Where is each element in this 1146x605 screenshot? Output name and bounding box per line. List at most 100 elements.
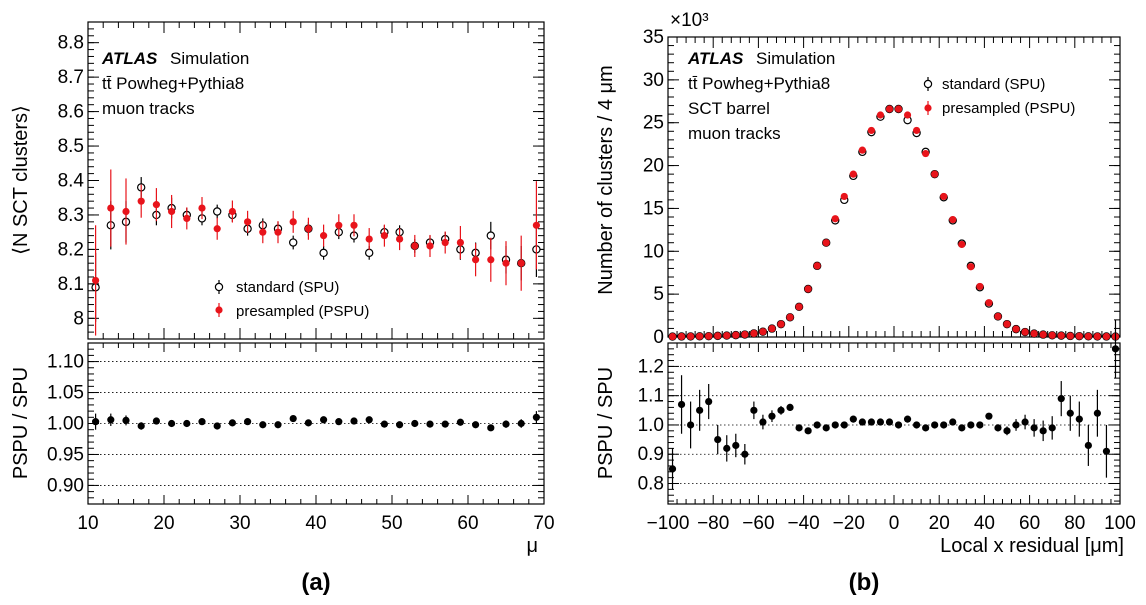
pspu-point: [335, 221, 343, 229]
ratio-point: [517, 419, 525, 428]
pspu-point: [813, 262, 821, 270]
pspu-point: [426, 242, 434, 250]
ratio-point: [976, 421, 984, 429]
panel-b-ratio-plot: 0.8 0.9 1.0 1.1 1.2 −100 −80 −60 −40 −20 0 20 40 60 80…: [595, 319, 1136, 557]
ratio-point: [502, 420, 510, 428]
ratio-point: [244, 418, 252, 426]
panel-a-annotation-line-1: tt̄ Powheg+Pythia8: [102, 74, 244, 93]
panel-a-ratio-ytick-label: 1.00: [47, 414, 84, 435]
panel-a-main-ytick-label: 8.8: [58, 33, 84, 54]
pspu-point: [922, 149, 930, 158]
pspu-point: [502, 259, 510, 267]
ratio-point: [289, 414, 297, 423]
pspu-point: [976, 282, 984, 291]
pspu-point: [759, 328, 767, 336]
panel-b-main-data: [668, 104, 1120, 341]
pspu-point: [940, 192, 948, 201]
panel-a-main-ticks: 8 8.1 8.2 8.3 8.4 8.5 8.6 8.7 8.8: [58, 21, 545, 339]
panel-b-main-ytick-label: 5: [653, 284, 664, 305]
pspu-point: [858, 146, 866, 154]
ratio-point: [967, 421, 975, 429]
panel-b-ratio-ytick-label: 1.1: [638, 386, 664, 407]
ratio-point: [1102, 447, 1111, 455]
pspu-point: [168, 207, 176, 216]
panel-a-ratio-gridlines: [88, 361, 544, 486]
panel-a-main-ytick-label: 8.2: [58, 239, 84, 260]
ratio-point: [168, 419, 176, 428]
ratio-point: [867, 418, 876, 426]
panel-b-annotation-line-3: muon tracks: [688, 124, 781, 143]
panel-b-annotation-line-2: SCT barrel: [688, 99, 770, 118]
panel-b-legend-spu-marker: [923, 79, 933, 89]
ratio-point: [92, 418, 100, 426]
ratio-point: [840, 421, 848, 429]
panel-a-legend-spu-label: standard (SPU): [236, 279, 339, 296]
panel-a-ratio-xtick-label: 30: [229, 513, 250, 534]
ratio-point: [396, 421, 404, 429]
pspu-point: [750, 329, 758, 337]
ratio-point: [705, 397, 713, 406]
panel-a-main-plot: 8 8.1 8.2 8.3 8.4 8.5 8.6 8.7 8.8 ⟨N SCT cluster…: [10, 21, 545, 340]
panel-b-ratio-xtick-label: 0: [889, 513, 900, 534]
ratio-point: [894, 421, 903, 429]
pspu-point: [1057, 332, 1065, 340]
panel-b-annotation-line-1: tt̄ Powheg+Pythia8: [688, 74, 830, 93]
pspu-point: [532, 221, 541, 229]
pspu-point: [714, 332, 722, 340]
ratio-point: [350, 417, 358, 425]
panel-b-simulation-label: Simulation: [756, 49, 835, 68]
panel-a-main-ytick-label: 8.4: [58, 171, 85, 192]
panel-b-label: (b): [849, 569, 880, 596]
pspu-point: [244, 218, 252, 226]
panel-a-main-ytick-label: 8.6: [58, 102, 84, 123]
panel-b-main-ticks: 0 5 10 15 20 25 30 35: [643, 27, 1121, 348]
panel-a-ratio-ylabel: PSPU / SPU: [10, 367, 32, 479]
ratio-point: [913, 421, 921, 429]
panel-b-main-ytick-label: 15: [643, 198, 664, 219]
ratio-point: [795, 424, 803, 432]
panel-b-ratio-ytick-label: 1.0: [638, 415, 664, 436]
panel-b-ratio-ylabel: PSPU / SPU: [595, 367, 617, 479]
panel-a-legend: standard (SPU) presampled (PSPU): [214, 279, 369, 320]
ratio-point: [804, 427, 812, 435]
pspu-point: [913, 126, 921, 135]
pspu-point: [92, 276, 100, 285]
ratio-point: [320, 416, 328, 424]
ratio-point: [213, 422, 221, 430]
pspu-point: [1003, 320, 1011, 328]
panel-b-main-ytick-label: 30: [643, 70, 664, 91]
ratio-point: [456, 418, 464, 426]
pspu-point: [849, 170, 857, 178]
ratio-point: [259, 421, 267, 429]
spu-point: [319, 248, 328, 258]
panel-b-ratio-xtick-label: 40: [974, 513, 995, 534]
pspu-point: [705, 332, 713, 340]
pspu-point: [795, 303, 803, 311]
pspu-point: [137, 197, 145, 205]
ratio-point: [849, 415, 857, 423]
ratio-point: [687, 421, 695, 429]
ratio-point: [137, 422, 145, 430]
ratio-point: [958, 424, 966, 432]
panel-b-legend-pspu-label: presampled (PSPU): [942, 100, 1075, 117]
ratio-point: [822, 424, 830, 432]
pspu-point: [396, 235, 404, 243]
panel-b-atlas-label: ATLAS: [687, 49, 744, 68]
pspu-point: [1093, 332, 1101, 340]
panel-b-ratio-ticks: 0.8 0.9 1.0 1.1 1.2 −100 −80 −60 −40 −20 0 20 40 60 80…: [638, 342, 1136, 534]
pspu-point: [994, 312, 1002, 321]
ratio-point: [1075, 415, 1083, 423]
ratio-point: [786, 403, 794, 411]
ratio-point: [885, 418, 894, 426]
pspu-point: [350, 221, 358, 229]
pspu-point: [228, 207, 236, 216]
ratio-point: [876, 418, 885, 426]
pspu-point: [456, 238, 464, 247]
panel-a-ratio-xtick-label: 20: [153, 513, 174, 534]
ratio-point: [274, 421, 282, 429]
pspu-point: [1030, 329, 1038, 338]
panel-a-legend-pspu-marker: [215, 306, 223, 314]
panel-b-ratio-xtick-label: −80: [697, 513, 729, 534]
pspu-point: [668, 332, 677, 341]
